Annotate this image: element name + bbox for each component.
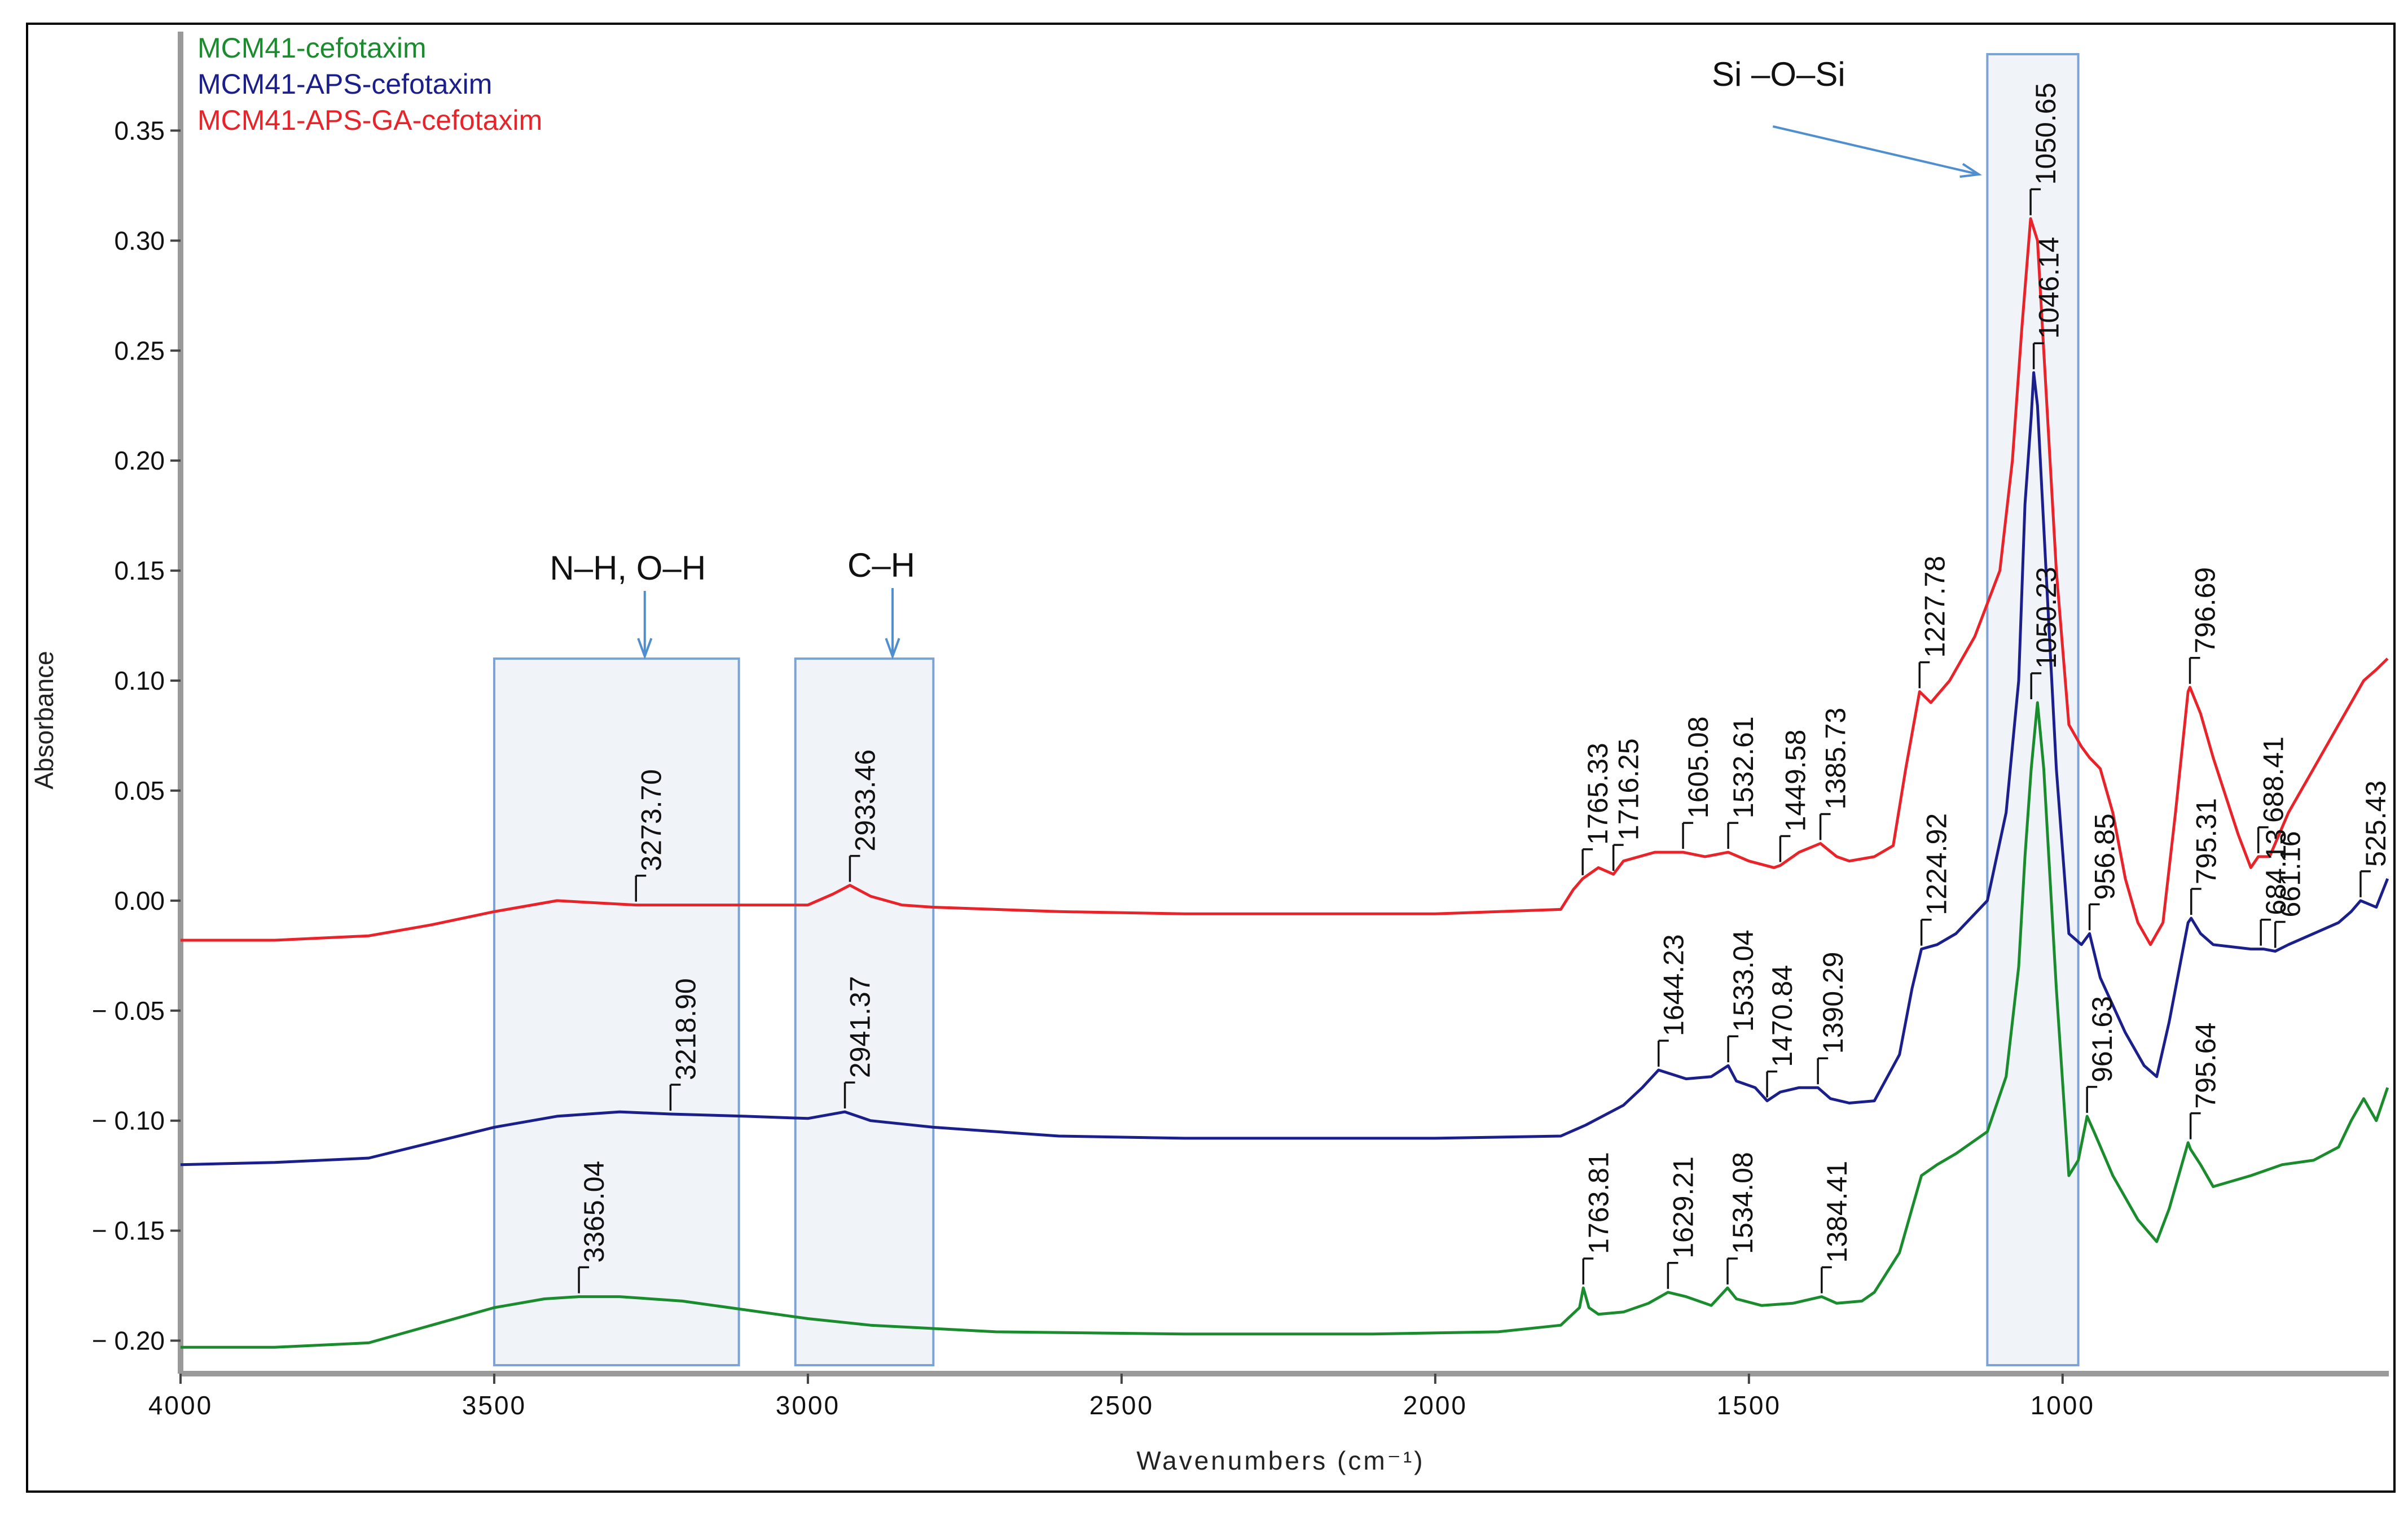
region-arrowhead-2 — [1959, 163, 1983, 178]
peak-label: 3273.70 — [635, 769, 667, 871]
x-tick-label: 3000 — [776, 1391, 840, 1420]
peak-label: 1384.41 — [1821, 1161, 1853, 1263]
highlight-region-2 — [1986, 53, 2080, 1366]
series-lines — [180, 217, 2389, 1349]
peak-label: 3365.04 — [578, 1161, 610, 1263]
y-tick-label: − 0.10 — [92, 1106, 165, 1135]
peak-label: 1716.25 — [1613, 738, 1645, 840]
highlight-regions: N–H, O–H C–H Si –O–Si — [493, 53, 2080, 1366]
peak-label: 795.31 — [2191, 798, 2222, 884]
peak-label: 1534.08 — [1727, 1152, 1759, 1254]
region-arrowhead-1 — [885, 638, 900, 660]
region-arrowhead-0 — [637, 638, 653, 660]
peak-label: 1385.73 — [1820, 708, 1852, 810]
peak-label: 3218.90 — [670, 978, 701, 1080]
peak-label: 961.63 — [2086, 996, 2118, 1082]
peak-label: 795.64 — [2190, 1023, 2222, 1109]
y-tick-label: 0.15 — [114, 556, 165, 585]
peak-labels: 3365.04 1763.81 1629.21 1534.08 1384.41 1050.… — [578, 83, 2392, 1294]
legend-entry: MCM41-APS-GA-cefotaxim — [197, 104, 542, 136]
peak-label: 684.13 — [2260, 829, 2292, 915]
y-tick-label: − 0.15 — [92, 1216, 165, 1246]
peak-label: 1763.81 — [1583, 1152, 1614, 1254]
y-tick-label: − 0.05 — [92, 996, 165, 1025]
peak-label: 956.85 — [2089, 813, 2121, 900]
y-tick-label: 0.10 — [114, 666, 165, 695]
peak-label: 1390.29 — [1817, 952, 1849, 1054]
peak-label: 1449.58 — [1779, 730, 1811, 832]
peak-label: 796.69 — [2190, 567, 2221, 654]
axes: 0.35 0.30 0.25 0.20 0.15 0.10 0.05 0.00 − 0.05 − … — [92, 32, 2389, 1420]
y-tick-label: 0.30 — [114, 226, 165, 255]
peak-label: 1046.14 — [2033, 236, 2065, 339]
legend: MCM41-cefotaxim MCM41-APS-cefotaxim MCM41-… — [197, 32, 542, 136]
y-tick-label: 0.25 — [114, 336, 165, 365]
peak-label: 1629.21 — [1667, 1156, 1699, 1259]
region-label-1: C–H — [847, 546, 915, 584]
series-line-MCM41-APS-GA-cefotaxim — [181, 217, 2389, 946]
x-tick-label: 2000 — [1403, 1391, 1467, 1420]
legend-entry: MCM41-APS-cefotaxim — [197, 68, 492, 100]
y-tick-label: 0.35 — [114, 116, 165, 145]
peak-label: 2933.46 — [849, 749, 881, 852]
peak-label: 525.43 — [2360, 781, 2392, 867]
y-tick-label: 0.05 — [114, 776, 165, 805]
peak-label: 1050.23 — [2031, 567, 2062, 669]
y-axis-label: Absorbance — [29, 651, 59, 790]
peak-label: 688.41 — [2258, 736, 2290, 823]
x-tick-label: 1000 — [2031, 1391, 2095, 1420]
ftir-chart: N–H, O–H C–H Si –O–Si 0.35 0.30 0.25 0.20 0.15… — [29, 32, 2392, 1475]
peak-label: 661.16 — [2275, 831, 2306, 918]
peak-label: 1227.78 — [1919, 556, 1950, 658]
x-tick-label: 3500 — [462, 1391, 526, 1420]
series-line-MCM41-APS-cefotaxim — [180, 371, 2389, 1167]
peak-label: 1470.84 — [1767, 965, 1798, 1067]
y-tick-label: − 0.20 — [92, 1326, 165, 1356]
peak-label: 1765.33 — [1582, 743, 1614, 845]
chart-frame: N–H, O–H C–H Si –O–Si 0.35 0.30 0.25 0.20 0.15… — [26, 23, 2396, 1493]
peak-label: 1050.65 — [2030, 83, 2062, 185]
series-line-MCM41-cefotaxim — [181, 701, 2389, 1349]
y-tick-label: 0.20 — [114, 446, 165, 475]
legend-entry: MCM41-cefotaxim — [197, 32, 427, 64]
peak-label: 1532.61 — [1728, 716, 1759, 818]
region-label-2: Si –O–Si — [1712, 55, 1845, 93]
peak-label: 1605.08 — [1682, 716, 1714, 818]
x-tick-label: 2500 — [1089, 1391, 1154, 1420]
peak-label: 1224.92 — [1921, 813, 1953, 915]
y-tick-label: 0.00 — [114, 886, 165, 915]
peak-label: 1533.04 — [1728, 930, 1759, 1032]
x-tick-label: 4000 — [148, 1391, 213, 1420]
highlight-region-0 — [493, 657, 740, 1366]
peak-label: 2941.37 — [845, 976, 876, 1078]
x-axis-label: Wavenumbers (cm⁻¹) — [1136, 1446, 1425, 1475]
highlight-region-1 — [794, 657, 935, 1366]
peak-label: 1644.23 — [1658, 934, 1690, 1036]
region-label-0: N–H, O–H — [550, 549, 706, 587]
x-tick-label: 1500 — [1717, 1391, 1781, 1420]
region-arrow-2 — [1772, 125, 1979, 176]
